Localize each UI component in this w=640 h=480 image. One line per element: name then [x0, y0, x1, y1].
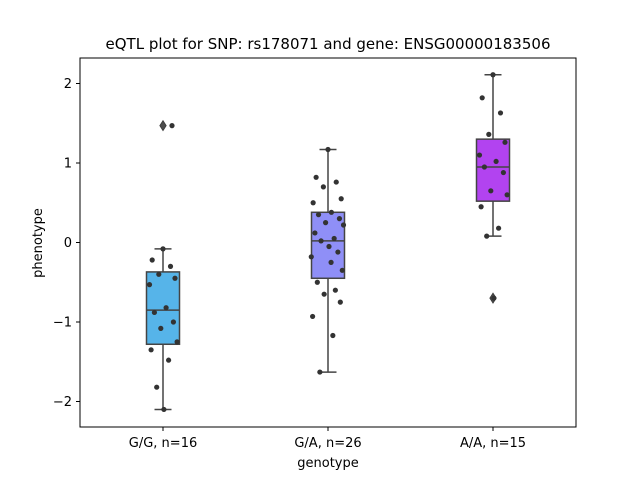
data-point — [497, 110, 504, 116]
data-point — [148, 347, 154, 353]
data-point — [504, 192, 510, 198]
data-point — [161, 406, 167, 413]
data-point — [315, 212, 322, 218]
y-tick-label: 1 — [64, 157, 72, 172]
data-point — [160, 246, 166, 252]
data-point — [481, 164, 487, 170]
data-point — [339, 267, 345, 273]
x-tick-label: G/A, n=26 — [294, 436, 361, 451]
data-point — [320, 184, 326, 190]
data-point — [151, 309, 157, 316]
data-point — [335, 249, 341, 255]
data-point — [308, 254, 314, 260]
data-point — [146, 282, 153, 288]
data-point — [502, 139, 508, 145]
plot-area — [145, 72, 511, 413]
data-point — [491, 295, 497, 301]
box-group-2 — [308, 146, 347, 375]
x-tick-label: G/G, n=16 — [129, 436, 197, 451]
data-point — [310, 313, 316, 320]
data-point — [166, 357, 172, 363]
y-tick-label: 2 — [64, 77, 72, 92]
chart-title: eQTL plot for SNP: rs178071 and gene: EN… — [106, 35, 551, 53]
data-point — [333, 179, 339, 185]
data-point — [488, 188, 494, 194]
box-group-1 — [145, 119, 181, 413]
outlier-marker — [159, 119, 167, 132]
data-point — [500, 169, 506, 176]
data-point — [330, 332, 336, 339]
data-point — [328, 209, 335, 215]
data-point — [313, 174, 319, 180]
data-point — [337, 299, 343, 305]
data-point — [318, 238, 324, 244]
y-axis: −2 −1 0 1 2 — [53, 77, 80, 410]
data-point — [163, 305, 169, 311]
data-point — [493, 158, 499, 165]
data-point — [156, 271, 162, 277]
data-point — [326, 243, 332, 250]
x-tick-label: A/A, n=15 — [460, 436, 526, 451]
data-point — [331, 235, 337, 242]
data-point — [336, 216, 343, 222]
data-point — [310, 200, 316, 206]
iqr-box — [145, 271, 181, 346]
x-axis-label: genotype — [297, 456, 358, 471]
data-point — [314, 279, 320, 285]
data-point — [478, 204, 484, 210]
data-point — [332, 287, 338, 293]
data-point — [172, 275, 178, 281]
y-axis-label: phenotype — [31, 208, 46, 278]
data-point — [169, 123, 175, 129]
data-point — [484, 233, 490, 239]
data-point — [496, 225, 502, 231]
data-point — [490, 72, 496, 78]
y-tick-label: 0 — [64, 236, 72, 251]
data-point — [312, 230, 318, 236]
data-point — [338, 196, 344, 202]
data-point — [340, 222, 347, 228]
data-point — [154, 384, 160, 390]
data-point — [325, 146, 331, 153]
data-point — [479, 95, 485, 101]
data-point — [322, 220, 329, 226]
data-point — [170, 319, 176, 325]
data-point — [149, 257, 155, 263]
data-point — [328, 259, 334, 265]
data-point — [174, 339, 180, 345]
x-axis: G/G, n=16 G/A, n=26 A/A, n=15 — [129, 427, 526, 451]
y-tick-label: −2 — [53, 395, 72, 410]
data-point — [158, 325, 164, 331]
data-point — [317, 369, 323, 375]
data-point — [167, 263, 174, 269]
box-group-3 — [475, 72, 511, 304]
data-point — [476, 152, 483, 158]
data-point — [321, 291, 327, 297]
y-tick-label: −1 — [53, 316, 72, 331]
data-point — [486, 131, 492, 137]
